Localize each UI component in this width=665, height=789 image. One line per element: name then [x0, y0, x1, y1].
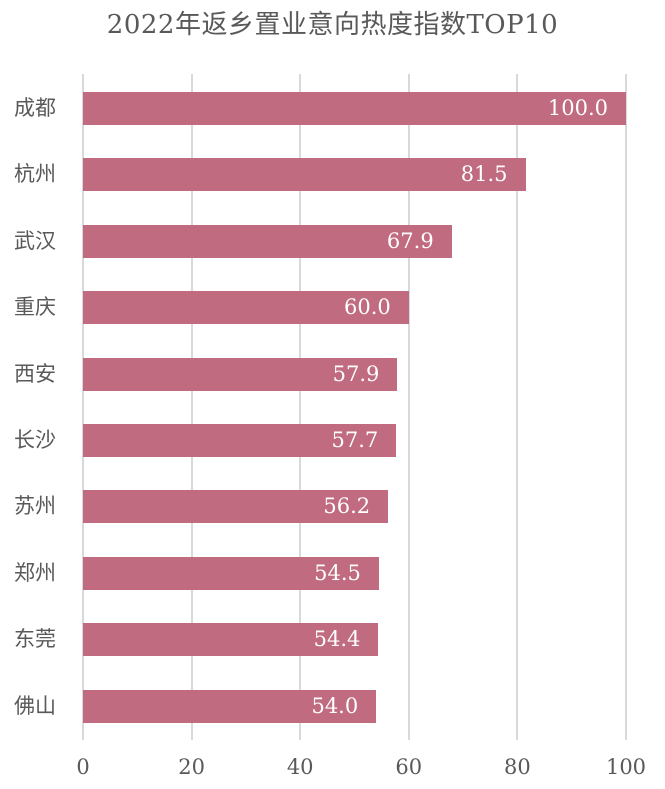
- category-label: 东莞: [14, 627, 56, 652]
- x-tick-label: 20: [178, 755, 205, 779]
- x-tick-label: 100: [605, 755, 647, 779]
- bar: 57.9: [83, 357, 398, 391]
- gridline: [407, 74, 410, 740]
- bar: 57.7: [83, 424, 397, 457]
- bar-value-label: 100.0: [547, 96, 608, 120]
- gridline: [82, 74, 84, 740]
- x-tick-label: 0: [76, 755, 90, 779]
- plot-area: 100.0 81.5 67.9 60.0 57.9 57.7 56.2 54.5 54.4 54.…: [82, 74, 627, 740]
- category-label: 佛山: [14, 693, 56, 718]
- category-label: 长沙: [14, 428, 56, 452]
- bar-value-label: 54.4: [313, 627, 361, 652]
- bar: 60.0: [83, 291, 409, 325]
- gridline: [299, 74, 302, 740]
- bar-value-label: 57.7: [331, 428, 379, 452]
- category-label: 成都: [14, 96, 56, 120]
- gridline: [516, 74, 519, 740]
- category-label: 苏州: [14, 494, 56, 519]
- bar-value-label: 54.5: [314, 560, 361, 585]
- bar: 56.2: [83, 490, 389, 524]
- category-label: 武汉: [14, 228, 56, 253]
- bar: 54.0: [83, 689, 377, 723]
- category-label: 郑州: [14, 560, 56, 585]
- bar-value-label: 57.9: [332, 361, 380, 386]
- bar: 54.5: [83, 556, 379, 590]
- category-label: 杭州: [14, 162, 56, 187]
- x-tick-label: 60: [395, 755, 423, 779]
- bar-value-label: 67.9: [386, 228, 434, 253]
- category-label: 重庆: [14, 295, 56, 320]
- category-label: 西安: [14, 361, 56, 386]
- bar-value-label: 54.0: [311, 693, 359, 718]
- gridline: [625, 74, 627, 740]
- x-tick-label: 80: [504, 755, 531, 779]
- gridline: [190, 74, 193, 740]
- bar: 100.0: [83, 92, 626, 125]
- x-tick-label: 40: [286, 755, 314, 779]
- bar: 67.9: [83, 224, 452, 258]
- chart-title: 2022年返乡置业意向热度指数TOP10: [106, 10, 559, 40]
- bar-value-label: 56.2: [323, 494, 371, 519]
- bar: 54.4: [83, 623, 379, 657]
- bar-value-label: 81.5: [460, 162, 508, 187]
- bar: 81.5: [83, 158, 526, 192]
- bar-value-label: 60.0: [344, 295, 391, 320]
